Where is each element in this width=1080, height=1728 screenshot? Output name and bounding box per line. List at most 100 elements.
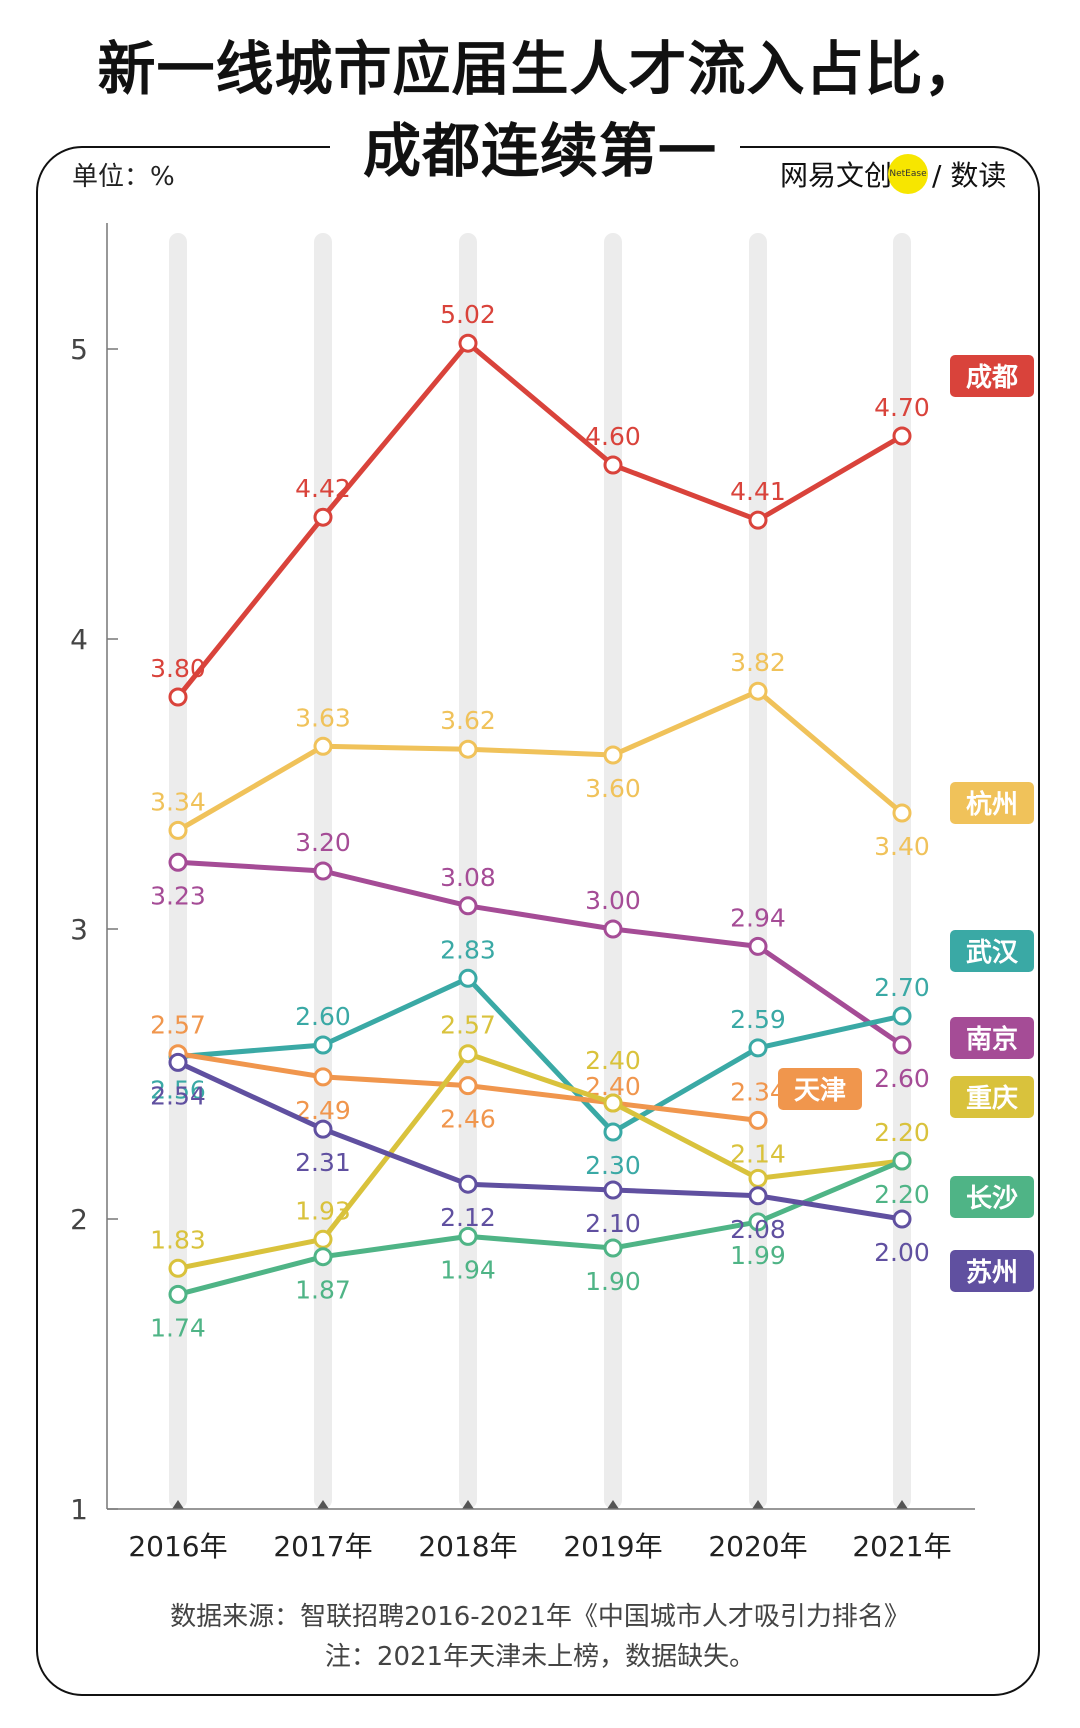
data-point — [892, 803, 912, 823]
unit-label: 单位：% — [72, 162, 175, 192]
data-label: 2.20 — [874, 1118, 930, 1147]
axis-marker-icon — [752, 1500, 764, 1509]
data-label: 3.23 — [150, 881, 206, 910]
data-label: 2.00 — [874, 1238, 930, 1267]
y-tick-label: 3 — [70, 913, 88, 946]
data-point — [458, 968, 478, 988]
data-label: 2.59 — [730, 1005, 786, 1034]
axis-marker-icon — [172, 1500, 184, 1509]
data-point — [603, 1238, 623, 1258]
data-label: 2.70 — [874, 973, 930, 1002]
data-point — [892, 426, 912, 446]
legend-tag-label: 杭州 — [966, 789, 1018, 820]
data-point — [748, 1186, 768, 1206]
legend-tag-label: 苏州 — [966, 1258, 1018, 1288]
data-point — [892, 1006, 912, 1026]
series-line — [176, 340, 904, 699]
data-note: 注：2021年天津未上榜，数据缺失。 — [324, 1642, 756, 1672]
data-label: 4.42 — [295, 474, 351, 503]
data-label: 2.14 — [730, 1139, 786, 1168]
data-point — [313, 736, 333, 756]
data-label: 3.34 — [150, 787, 206, 816]
data-label: 3.82 — [730, 648, 786, 677]
data-label: 3.20 — [295, 828, 351, 857]
data-point — [748, 1038, 768, 1058]
data-point — [458, 739, 478, 759]
x-tick-label: 2021年 — [852, 1530, 951, 1563]
x-tick-label: 2019年 — [563, 1530, 662, 1563]
legend-tag — [950, 1017, 1034, 1059]
data-label: 2.20 — [874, 1180, 930, 1209]
data-label: 2.56 — [150, 1076, 206, 1105]
data-label: 5.02 — [440, 300, 496, 329]
y-tick-label: 5 — [70, 333, 88, 366]
data-label: 3.60 — [585, 774, 641, 803]
series-line — [177, 975, 903, 1135]
data-point — [168, 1258, 188, 1278]
chart-title-line-2: 成都连续第一 — [362, 117, 717, 185]
data-point — [458, 1226, 478, 1246]
data-label: 3.62 — [440, 706, 496, 735]
data-point — [458, 1174, 478, 1194]
legend-tag-label: 天津 — [794, 1076, 846, 1106]
axis-marker-icon — [896, 1500, 908, 1509]
data-label: 2.12 — [440, 1203, 496, 1232]
data-label: 2.34 — [730, 1077, 786, 1106]
data-point — [168, 820, 188, 840]
data-label: 2.08 — [730, 1215, 786, 1244]
data-label: 1.94 — [440, 1255, 496, 1284]
data-point — [313, 861, 333, 881]
data-point — [168, 687, 188, 707]
data-point — [313, 507, 333, 527]
data-point — [603, 745, 623, 765]
data-label: 3.63 — [295, 703, 351, 732]
legend-tag-label: 重庆 — [966, 1083, 1018, 1114]
data-label: 1.90 — [585, 1267, 641, 1296]
legend-tag — [950, 782, 1034, 824]
data-point — [458, 1044, 478, 1064]
y-tick-label: 4 — [70, 623, 88, 656]
data-point — [603, 455, 623, 475]
data-point — [748, 510, 768, 530]
legend-tag-label: 长沙 — [966, 1184, 1018, 1214]
y-tick-label: 1 — [70, 1493, 88, 1526]
legend-tag — [950, 355, 1034, 397]
data-label: 2.57 — [440, 1011, 496, 1040]
data-point — [603, 1180, 623, 1200]
legend-tag — [950, 1176, 1034, 1218]
axis-marker-icon — [607, 1500, 619, 1509]
category-band — [893, 233, 911, 1509]
brand-name: 网易文创 — [780, 159, 893, 192]
data-label: 3.40 — [874, 832, 930, 861]
data-point — [892, 1151, 912, 1171]
legend-tag-label: 成都 — [966, 363, 1018, 393]
data-point — [748, 1110, 768, 1130]
axis-marker-icon — [462, 1500, 474, 1509]
data-label: 2.83 — [440, 935, 496, 964]
data-point — [313, 1119, 333, 1139]
data-label: 2.60 — [874, 1064, 930, 1093]
data-point — [168, 1052, 188, 1072]
data-label: 2.31 — [295, 1148, 351, 1177]
data-point — [748, 1212, 768, 1232]
series-line — [177, 1051, 903, 1271]
data-label: 2.40 — [585, 1046, 641, 1075]
legend-tag — [778, 1068, 862, 1110]
brand-suffix: / 数读 — [932, 159, 1007, 192]
legend-tag — [950, 930, 1034, 972]
legend-tag — [950, 1076, 1034, 1118]
data-label: 3.80 — [150, 654, 206, 683]
x-tick-label: 2018年 — [418, 1530, 517, 1563]
data-label: 3.00 — [585, 886, 641, 915]
data-label: 1.93 — [295, 1196, 351, 1225]
data-point — [748, 681, 768, 701]
data-label: 2.60 — [295, 1002, 351, 1031]
x-tick-label: 2016年 — [128, 1530, 227, 1563]
legend-tag — [950, 1250, 1034, 1292]
data-label: 2.57 — [150, 1011, 206, 1040]
data-point — [892, 1209, 912, 1229]
series-line — [176, 1060, 903, 1222]
data-point — [603, 1122, 623, 1142]
data-label: 1.83 — [150, 1225, 206, 1254]
data-label: 4.70 — [874, 393, 930, 422]
